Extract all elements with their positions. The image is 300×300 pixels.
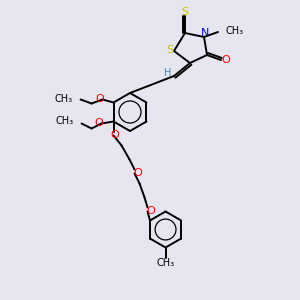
Text: O: O — [146, 206, 155, 217]
Text: CH₃: CH₃ — [54, 94, 73, 103]
Text: O: O — [110, 130, 119, 140]
Text: O: O — [95, 94, 104, 103]
Text: H: H — [164, 68, 172, 78]
Text: S: S — [167, 45, 174, 55]
Text: CH₃: CH₃ — [56, 116, 74, 127]
Text: O: O — [133, 169, 142, 178]
Text: N: N — [201, 28, 209, 38]
Text: O: O — [94, 118, 103, 128]
Text: CH₃: CH₃ — [157, 259, 175, 269]
Text: O: O — [222, 55, 230, 65]
Text: S: S — [182, 7, 189, 17]
Text: CH₃: CH₃ — [225, 26, 243, 36]
